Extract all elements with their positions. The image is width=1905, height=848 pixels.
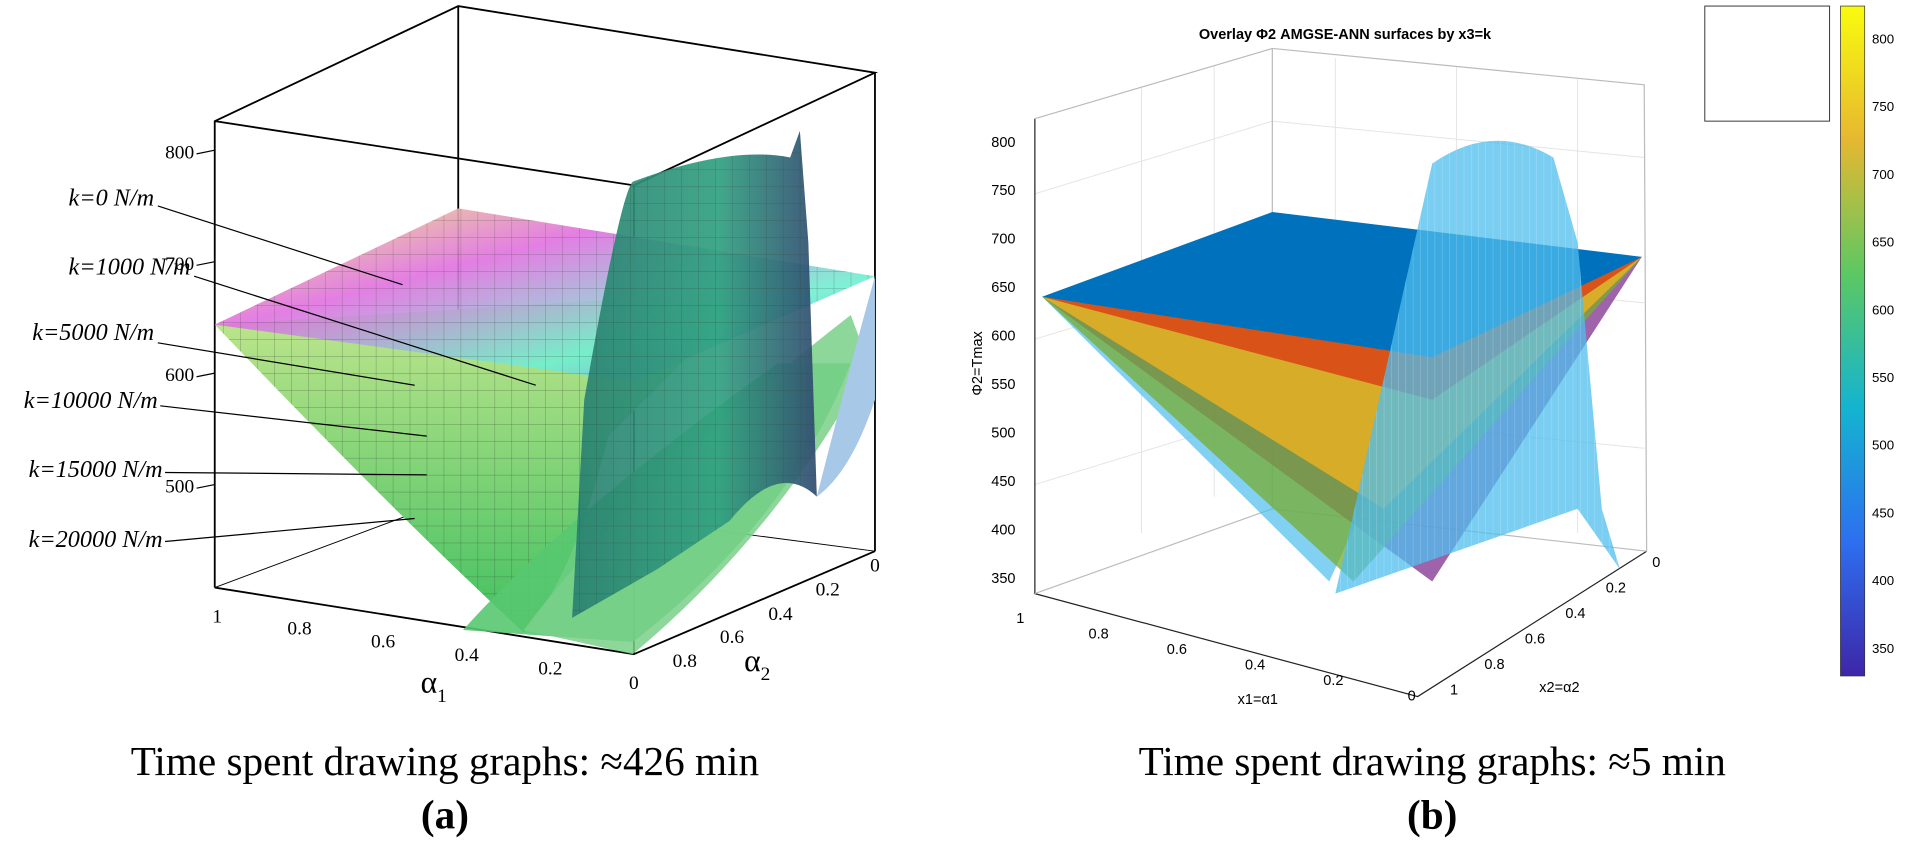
surface-label: k=10000 N/m: [24, 387, 158, 414]
surface-label: k=1000 N/m: [69, 253, 191, 280]
y-tick-label: 1: [1450, 682, 1458, 698]
z-tick-label: 800: [991, 135, 1015, 151]
x-tick-label: 1: [1016, 611, 1024, 627]
x-tick-label: 0.4: [1245, 657, 1265, 673]
x-tick-label: 0: [629, 673, 639, 694]
x-symbol: α: [421, 665, 437, 700]
z-tick-label: 800: [165, 142, 194, 163]
x-axis-label-b: x1=α1: [1238, 692, 1278, 708]
panel-b-title: Overlay Φ2 AMGSE-ANN surfaces by x3=k: [1199, 27, 1492, 43]
z-tick-label: 500: [165, 477, 194, 498]
z-tick-label: 550: [991, 377, 1015, 393]
x-tick-label: 0.2: [1323, 673, 1343, 689]
z-axis-label: Φ2=Tmax: [970, 330, 986, 395]
x-tick-label: 1: [212, 606, 222, 627]
leader-lines: [157, 205, 536, 543]
x-tick-label: 0.6: [1167, 642, 1187, 658]
y-tick-label: 0.2: [1606, 581, 1626, 597]
z-tick: [196, 261, 215, 266]
x-tick-label: 0.8: [1089, 626, 1109, 642]
z-tick-label: 450: [991, 474, 1015, 490]
z-tick-label: 600: [991, 329, 1015, 345]
x-tick-label: 0.6: [371, 632, 396, 653]
x-axis-label: α1: [421, 665, 447, 707]
legend-box: [1704, 5, 1831, 122]
z-tick-label: 700: [991, 232, 1015, 248]
y-subscript: 2: [761, 664, 771, 685]
y-tick-label: 0.8: [673, 651, 697, 672]
y-tick-label: 0.6: [1525, 631, 1545, 647]
colorbar-tick-label: 400: [1872, 573, 1894, 588]
colorbar-tick-label: 350: [1872, 641, 1894, 656]
colorbar-tick-label: 500: [1872, 438, 1894, 453]
y-tick-label: 0.2: [816, 580, 840, 601]
z-tick: [196, 149, 215, 155]
x-tick-label: 0: [1408, 688, 1416, 704]
y-axis-label-b: x2=α2: [1539, 680, 1579, 696]
y-tick-label: 0.4: [1565, 606, 1585, 622]
colorbar-tick-label: 800: [1872, 31, 1894, 46]
z-tick: [196, 372, 215, 378]
z-tick-label: 650: [991, 280, 1015, 296]
colorbar-tick-label: 750: [1872, 99, 1894, 114]
caption-a: Time spent drawing graphs: ≈426 min: [131, 738, 759, 784]
surface-label: k=5000 N/m: [32, 319, 154, 346]
z-tick-label: 400: [991, 522, 1015, 538]
z-tick-label: 350: [991, 571, 1015, 587]
tag-a: (a): [421, 791, 469, 838]
z-tick-label: 700: [165, 254, 194, 275]
colorbar-tick-label: 450: [1872, 505, 1894, 520]
caption-b: Time spent drawing graphs: ≈5 min: [1139, 738, 1726, 784]
y-axis-label: α2: [744, 643, 770, 685]
y-tick-label: 0.4: [768, 604, 793, 625]
y-symbol: α: [744, 643, 761, 678]
x-tick-label: 0.8: [287, 618, 311, 639]
panel-b-surfaces: [1042, 140, 1642, 594]
z-tick-label: 500: [991, 426, 1015, 442]
x-tick-label: 0.4: [455, 645, 480, 666]
panel-a-surfaces: [214, 130, 875, 655]
colorbar: [1840, 5, 1866, 677]
colorbar-tick-label: 650: [1872, 235, 1894, 250]
colorbar-tick-label: 700: [1872, 167, 1894, 182]
panel-a-labels: 800 700 600 500 k=0 N/m k=1000 N/m k=5000 N/m k…: [24, 142, 880, 694]
z-tick: [196, 483, 215, 489]
y-tick-label: 0: [870, 555, 880, 576]
surface-label: k=15000 N/m: [29, 456, 163, 483]
y-tick-label: 0: [1652, 555, 1660, 571]
surface-label: k=20000 N/m: [29, 526, 163, 553]
tag-b: (b): [1407, 791, 1457, 838]
colorbar-tick-label: 550: [1872, 370, 1894, 385]
y-tick-label: 0.8: [1484, 657, 1504, 673]
y-tick-label: 0.6: [720, 627, 745, 648]
colorbar-tick-label: 600: [1872, 302, 1894, 317]
z-tick-label: 750: [991, 183, 1015, 199]
z-tick-label: 600: [165, 365, 194, 386]
surface-label: k=0 N/m: [69, 184, 155, 211]
x-subscript: 1: [437, 686, 447, 707]
x-tick-label: 0.2: [538, 658, 562, 679]
